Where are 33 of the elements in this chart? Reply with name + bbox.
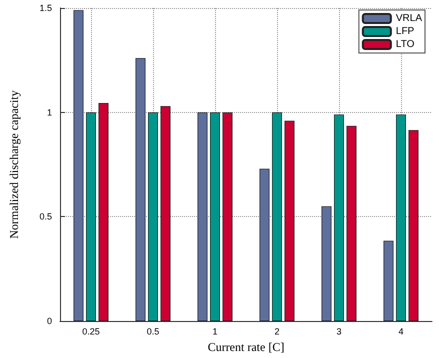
x-axis-title: Current rate [C]	[208, 340, 284, 354]
legend-label: VRLA	[396, 13, 422, 24]
y-tick-label: 1.5	[39, 3, 52, 13]
bar	[74, 10, 84, 322]
x-tick-label: 4	[398, 326, 404, 337]
x-tick-label: 2	[274, 326, 280, 337]
y-tick-label: 0.5	[39, 212, 52, 222]
x-tick-label: 1	[212, 326, 218, 337]
legend-label: LFP	[396, 26, 415, 37]
bar	[160, 106, 170, 322]
x-tick-label: 0.25	[82, 326, 100, 337]
bar	[86, 112, 96, 322]
bar	[222, 112, 232, 322]
bar	[98, 102, 108, 322]
bar	[384, 240, 394, 322]
x-tick-label: 0.5	[146, 326, 160, 337]
bar	[198, 112, 208, 322]
legend-label: LTO	[396, 39, 415, 50]
bar	[284, 120, 294, 322]
bar	[136, 58, 146, 322]
y-axis-title: Normalized discharge capacity	[7, 90, 21, 239]
x-tick-label: 3	[336, 326, 342, 337]
bar	[346, 126, 356, 322]
bar	[396, 114, 406, 322]
bar	[322, 206, 332, 322]
bar	[272, 112, 282, 322]
y-tick-label: 1	[46, 107, 52, 118]
bar	[210, 112, 220, 322]
bar	[334, 114, 344, 322]
y-tick-label: 0	[46, 316, 52, 326]
bar	[148, 112, 158, 322]
bar	[260, 168, 270, 322]
bar	[408, 130, 418, 322]
